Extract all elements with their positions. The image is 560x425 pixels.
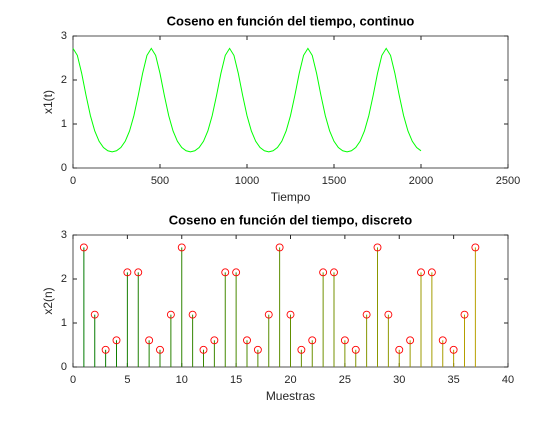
stem-marker: [471, 243, 480, 252]
y-tick-label: 0: [61, 361, 67, 373]
x-tick-label: 25: [339, 374, 351, 386]
stem-marker: [297, 345, 306, 354]
plot-area: [72, 35, 509, 169]
y-tick-label: 1: [61, 118, 67, 130]
chart-title: Coseno en función del tiempo, continuo: [167, 13, 415, 28]
x-tick-label: 15: [230, 374, 242, 386]
stem-marker: [406, 336, 415, 345]
stem-marker: [145, 336, 154, 345]
x-axis-label: Tiempo: [271, 190, 311, 204]
y-tick-label: 2: [61, 273, 67, 285]
stem-marker: [253, 345, 262, 354]
stem-marker: [330, 268, 338, 277]
y-tick-label: 3: [61, 30, 67, 42]
x-tick-label: 500: [151, 175, 169, 187]
stem-marker: [427, 268, 436, 277]
stem-marker: [362, 310, 371, 319]
stem-marker: [384, 310, 393, 319]
stem-marker: [210, 336, 219, 345]
x-tick-label: 0: [70, 175, 76, 187]
x-axis-label: Muestras: [266, 389, 315, 403]
line: [72, 47, 422, 153]
stem-marker: [199, 345, 208, 354]
stem-marker: [460, 310, 469, 319]
x-tick-label: 0: [70, 374, 76, 386]
stem-marker: [351, 345, 360, 354]
y-axis-label: x2(n): [41, 287, 55, 314]
y-axis-label: x1(t): [41, 90, 55, 114]
y-tick-label: 0: [61, 162, 67, 174]
y-tick-label: 1: [61, 317, 67, 329]
x-tick-label: 1500: [322, 175, 346, 187]
stem-marker: [449, 345, 458, 354]
stem-marker: [438, 336, 447, 345]
x-tick-label: 1000: [235, 175, 259, 187]
stem-marker: [188, 310, 197, 319]
stem-marker: [221, 268, 230, 277]
stem-marker: [275, 243, 284, 252]
stem-marker: [101, 345, 110, 354]
x-tick-label: 10: [176, 374, 188, 386]
x-tick-label: 2000: [409, 175, 433, 187]
stem-marker: [319, 268, 328, 277]
x-tick-label: 40: [502, 374, 514, 386]
chart-title: Coseno en función del tiempo, discreto: [169, 212, 412, 227]
stem-marker: [286, 310, 295, 319]
stem-marker: [134, 268, 143, 277]
stem-marker: [177, 243, 186, 252]
stem-marker: [243, 336, 251, 345]
stem-marker: [417, 268, 425, 277]
stem-marker: [90, 310, 99, 319]
stem-marker: [264, 310, 273, 319]
stem-marker: [123, 268, 132, 277]
x-tick-label: 20: [284, 374, 296, 386]
x-tick-label: 5: [124, 374, 130, 386]
stem-marker: [156, 345, 164, 354]
x-tick-label: 30: [393, 374, 405, 386]
x-tick-label: 2500: [496, 175, 520, 187]
y-tick-label: 3: [61, 229, 67, 241]
stem-marker: [308, 336, 317, 345]
stem-marker: [112, 336, 121, 345]
stem-marker: [166, 310, 175, 319]
stem-marker: [340, 336, 349, 345]
stem-marker: [79, 243, 88, 252]
stem-marker: [232, 268, 241, 277]
stem-marker: [373, 243, 382, 252]
y-tick-label: 2: [61, 74, 67, 86]
stem-marker: [395, 345, 404, 354]
x-tick-label: 35: [448, 374, 460, 386]
